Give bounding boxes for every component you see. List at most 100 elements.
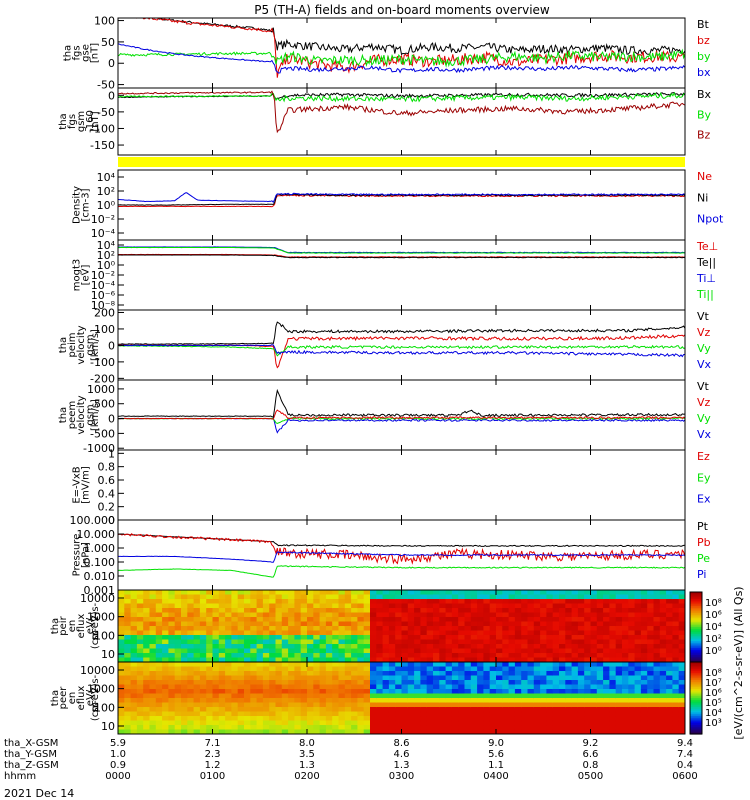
- lower-colorbar-cell: [690, 721, 702, 724]
- spectrogram-cell: [615, 644, 623, 650]
- spectrogram-cell: [577, 711, 585, 717]
- spectrogram-cell: [420, 725, 428, 731]
- spectrogram-cell: [212, 594, 220, 600]
- spectrogram-cell: [533, 648, 541, 654]
- spectrogram-cell: [338, 603, 346, 609]
- spectrogram-cell: [634, 653, 642, 659]
- spectrogram-cell: [458, 662, 466, 668]
- spectrogram-cell: [376, 608, 384, 614]
- spectrogram-cell: [615, 648, 623, 654]
- spectrogram-cell: [470, 662, 478, 668]
- spectrogram-cell: [596, 725, 604, 731]
- spectrogram-cell: [344, 639, 352, 645]
- lower-colorbar-cell: [690, 689, 702, 692]
- spectrogram-cell: [136, 648, 144, 654]
- spectrogram-cell: [647, 707, 655, 713]
- spectrogram-cell: [269, 671, 277, 677]
- spectrogram-cell: [533, 680, 541, 686]
- spectrogram-cell: [426, 698, 434, 704]
- y-tick-label: 0.8: [98, 461, 116, 474]
- x-tick-value: 0600: [672, 771, 697, 782]
- orbit-bar: [118, 157, 685, 167]
- x-tick-value: 5.9: [110, 738, 126, 749]
- spectrogram-cell: [477, 693, 484, 699]
- spectrogram-cell: [559, 603, 566, 609]
- spectrogram-cell: [470, 653, 478, 659]
- spectrogram-cell: [149, 612, 157, 618]
- lower-colorbar-cell: [690, 707, 702, 710]
- spectrogram-cell: [275, 626, 283, 632]
- spectrogram-cell: [181, 648, 188, 654]
- spectrogram-cell: [212, 725, 220, 731]
- spectrogram-cell: [325, 599, 333, 605]
- spectrogram-cell: [155, 720, 163, 726]
- spectrogram-cell: [395, 707, 403, 713]
- y-axis-label: mogt3: [72, 259, 83, 292]
- spectrogram-cell: [193, 626, 201, 632]
- spectrogram-cell: [672, 675, 680, 681]
- spectrogram-cell: [489, 680, 497, 686]
- y-tick-label: 1: [108, 447, 115, 460]
- y-tick-label: 0: [108, 514, 115, 527]
- spectrogram-cell: [590, 716, 598, 722]
- spectrogram-cell: [181, 711, 188, 717]
- spectrogram-cell: [174, 594, 182, 600]
- spectrogram-cell: [666, 711, 673, 717]
- spectrogram-cell: [181, 657, 188, 662]
- spectrogram-cell: [502, 630, 510, 636]
- spectrogram-cell: [130, 716, 138, 722]
- spectrogram-cell: [288, 725, 295, 731]
- spectrogram-cell: [445, 621, 453, 627]
- spectrogram-cell: [609, 635, 617, 641]
- spectrogram-cell: [615, 707, 623, 713]
- x-row-label: tha_X-GSM: [4, 738, 58, 749]
- spectrogram-cell: [445, 590, 453, 596]
- spectrogram-cell: [628, 729, 636, 734]
- spectrogram-cell: [351, 707, 358, 713]
- spectrogram-cell: [162, 729, 169, 734]
- spectrogram-cell: [357, 630, 365, 636]
- y-tick-label: -100: [90, 122, 115, 135]
- spectrogram-cell: [653, 626, 661, 632]
- spectrogram-cell: [451, 662, 459, 668]
- spectrogram-cell: [325, 617, 333, 623]
- spectrogram-cell: [262, 666, 270, 672]
- spectrogram-cell: [262, 626, 270, 632]
- spectrogram-cell: [647, 603, 655, 609]
- y-axis-label: velocity: [76, 325, 87, 364]
- series-line-Vz: [118, 333, 685, 369]
- spectrogram-cell: [244, 680, 251, 686]
- spectrogram-cell: [382, 603, 390, 609]
- spectrogram-cell: [332, 711, 340, 717]
- spectrogram-cell: [130, 617, 138, 623]
- spectrogram-cell: [634, 594, 642, 600]
- spectrogram-cell: [124, 617, 132, 623]
- spectrogram-cell: [363, 635, 371, 641]
- spectrogram-cell: [426, 617, 434, 623]
- spectrogram-cell: [426, 702, 434, 708]
- spectrogram-cell: [533, 689, 541, 695]
- spectrogram-cell: [275, 594, 283, 600]
- spectrogram-cell: [174, 662, 182, 668]
- series-line-Vt: [118, 321, 685, 345]
- spectrogram-cell: [143, 639, 151, 645]
- spectrogram-cell: [571, 639, 579, 645]
- spectrogram-cell: [275, 621, 283, 627]
- spectrogram-cell: [288, 707, 295, 713]
- spectrogram-cell: [357, 671, 365, 677]
- spectrogram-cell: [256, 653, 264, 659]
- spectrogram-cell: [546, 621, 554, 627]
- spectrogram-cell: [464, 684, 472, 690]
- spectrogram-cell: [496, 702, 503, 708]
- spectrogram-cell: [401, 644, 409, 650]
- y-axis-label: fgs: [67, 114, 78, 129]
- spectrogram-cell: [294, 698, 302, 704]
- spectrogram-cell: [609, 639, 617, 645]
- spectrogram-cell: [577, 666, 585, 672]
- spectrogram-cell: [678, 608, 685, 614]
- spectrogram-cell: [496, 666, 503, 672]
- spectrogram-cell: [225, 680, 232, 686]
- spectrogram-cell: [269, 653, 277, 659]
- spectrogram-cell: [451, 693, 459, 699]
- spectrogram-cell: [477, 684, 484, 690]
